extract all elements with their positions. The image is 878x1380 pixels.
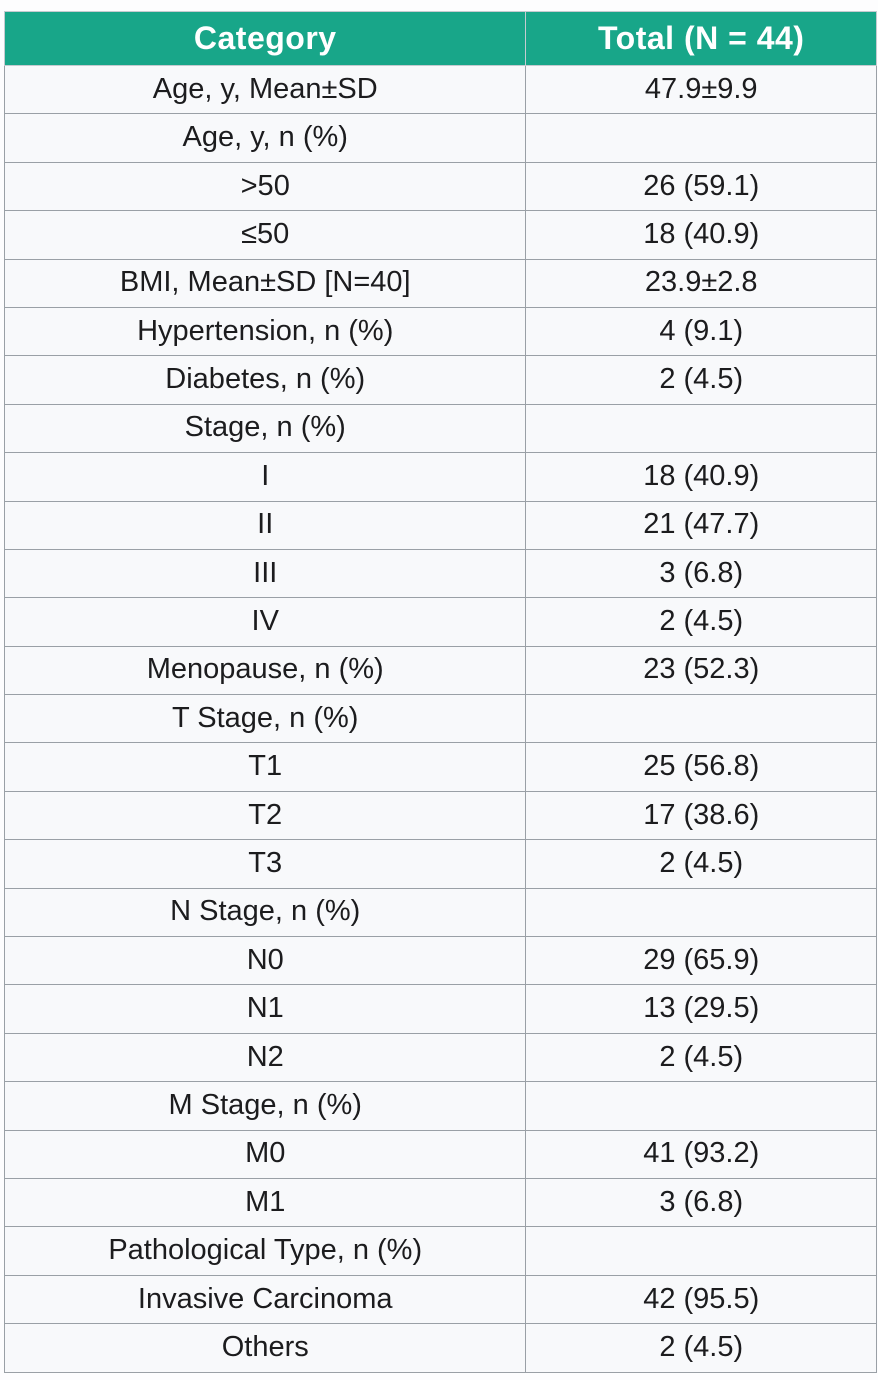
table-row: N2 2 (4.5) (3, 1032, 877, 1083)
total-cell: 3 (6.8) (525, 1177, 877, 1228)
category-cell: T Stage, n (%) (3, 694, 527, 744)
table-body: Age, y, Mean±SD 47.9±9.9 Age, y, n (%) >… (3, 64, 877, 1373)
category-cell: II (3, 500, 527, 550)
table-row: Diabetes, n (%) 2 (4.5) (3, 355, 877, 405)
table-row: IV 2 (4.5) (3, 597, 877, 647)
table-row: M1 3 (6.8) (3, 1177, 877, 1228)
table-row: T3 2 (4.5) (3, 839, 877, 889)
table-row: BMI, Mean±SD [N=40] 23.9±2.8 (3, 258, 877, 308)
table-row: III 3 (6.8) (3, 548, 877, 599)
total-cell (525, 694, 877, 744)
category-cell: T2 (3, 790, 527, 841)
category-cell: N1 (3, 984, 527, 1034)
table-row: T2 17 (38.6) (3, 790, 877, 841)
total-cell: 2 (4.5) (525, 355, 877, 405)
total-cell: 13 (29.5) (525, 984, 877, 1034)
category-cell: >50 (3, 161, 527, 212)
total-cell (525, 1081, 877, 1131)
total-cell: 2 (4.5) (525, 839, 877, 889)
category-cell: Menopause, n (%) (3, 645, 527, 696)
table-row: II 21 (47.7) (3, 500, 877, 550)
table-row: Pathological Type, n (%) (3, 1226, 877, 1276)
table-row: Menopause, n (%) 23 (52.3) (3, 645, 877, 696)
table-row: Age, y, n (%) (3, 113, 877, 163)
column-header-total: Total (N = 44) (525, 11, 877, 66)
category-cell: III (3, 548, 527, 599)
table-row: N0 29 (65.9) (3, 936, 877, 986)
category-cell: IV (3, 597, 527, 647)
category-cell: N Stage, n (%) (3, 887, 527, 938)
total-cell: 23.9±2.8 (525, 258, 877, 308)
patient-characteristics-table: Category Total (N = 44) Age, y, Mean±SD … (3, 11, 877, 1373)
table-row: Stage, n (%) (3, 403, 877, 454)
table-row: Age, y, Mean±SD 47.9±9.9 (3, 64, 877, 115)
table-row: T Stage, n (%) (3, 694, 877, 744)
table-row: Hypertension, n (%) 4 (9.1) (3, 306, 877, 357)
category-cell: Age, y, n (%) (3, 113, 527, 163)
category-cell: Hypertension, n (%) (3, 306, 527, 357)
table-row: N Stage, n (%) (3, 887, 877, 938)
total-cell: 21 (47.7) (525, 500, 877, 550)
category-cell: Others (3, 1323, 527, 1373)
total-cell: 18 (40.9) (525, 452, 877, 502)
total-cell: 25 (56.8) (525, 742, 877, 792)
category-cell: M Stage, n (%) (3, 1081, 527, 1131)
total-cell (525, 887, 877, 938)
total-cell: 2 (4.5) (525, 1032, 877, 1083)
category-cell: M0 (3, 1129, 527, 1179)
total-cell: 2 (4.5) (525, 1323, 877, 1373)
patient-characteristics-table-container: Category Total (N = 44) Age, y, Mean±SD … (3, 11, 877, 1373)
table-row: T1 25 (56.8) (3, 742, 877, 792)
column-header-category: Category (3, 11, 527, 66)
total-cell: 2 (4.5) (525, 597, 877, 647)
category-cell: Invasive Carcinoma (3, 1274, 527, 1325)
table-row: I 18 (40.9) (3, 452, 877, 502)
category-cell: T1 (3, 742, 527, 792)
category-cell: N0 (3, 936, 527, 986)
total-cell: 41 (93.2) (525, 1129, 877, 1179)
category-cell: Diabetes, n (%) (3, 355, 527, 405)
table-header-row: Category Total (N = 44) (3, 11, 877, 66)
total-cell: 26 (59.1) (525, 161, 877, 212)
table-row: >50 26 (59.1) (3, 161, 877, 212)
total-cell (525, 403, 877, 454)
total-cell: 23 (52.3) (525, 645, 877, 696)
category-cell: Stage, n (%) (3, 403, 527, 454)
category-cell: ≤50 (3, 210, 527, 260)
total-cell: 29 (65.9) (525, 936, 877, 986)
category-cell: Pathological Type, n (%) (3, 1226, 527, 1276)
table-row: M0 41 (93.2) (3, 1129, 877, 1179)
total-cell: 42 (95.5) (525, 1274, 877, 1325)
category-cell: M1 (3, 1177, 527, 1228)
total-cell: 47.9±9.9 (525, 64, 877, 115)
category-cell: T3 (3, 839, 527, 889)
total-cell: 4 (9.1) (525, 306, 877, 357)
table-head: Category Total (N = 44) (3, 11, 877, 66)
total-cell: 3 (6.8) (525, 548, 877, 599)
category-cell: I (3, 452, 527, 502)
total-cell (525, 1226, 877, 1276)
total-cell: 17 (38.6) (525, 790, 877, 841)
table-row: M Stage, n (%) (3, 1081, 877, 1131)
table-row: ≤50 18 (40.9) (3, 210, 877, 260)
total-cell: 18 (40.9) (525, 210, 877, 260)
category-cell: N2 (3, 1032, 527, 1083)
table-row: Invasive Carcinoma 42 (95.5) (3, 1274, 877, 1325)
category-cell: Age, y, Mean±SD (3, 64, 527, 115)
total-cell (525, 113, 877, 163)
table-row: N1 13 (29.5) (3, 984, 877, 1034)
table-row: Others 2 (4.5) (3, 1323, 877, 1373)
category-cell: BMI, Mean±SD [N=40] (3, 258, 527, 308)
